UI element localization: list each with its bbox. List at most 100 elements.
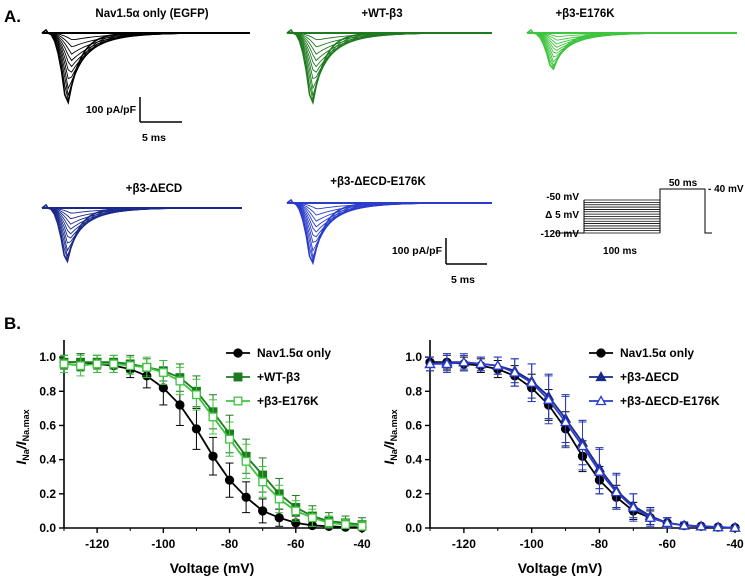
y-tick-label: 0.6 (405, 418, 422, 432)
current-traces-nav15 (41, 28, 251, 105)
chart-left-axes: -120 -100 -80 -60 -40 0.0 0.2 0.4 0.6 0.8 1.0 (39, 340, 371, 551)
data-point (559, 416, 572, 427)
data-point (695, 520, 707, 531)
data-point (475, 358, 487, 369)
data-point (441, 358, 453, 369)
x-tick-label: -60 (659, 537, 677, 551)
scale-bar-1-current-label: 100 pA/pF (86, 104, 137, 116)
data-point (576, 440, 589, 451)
current-trace (41, 29, 250, 73)
chart-right: -120 -100 -80 -60 -40 0.0 0.2 0.4 0.6 0.8 1.0 Nav1… (381, 340, 744, 576)
trace-title-nav15: Nav1.5α only (EGFP) (95, 8, 208, 20)
x-tick-label: -80 (591, 537, 609, 551)
legend-marker (595, 371, 607, 382)
protocol-prepulse-duration: 100 ms (603, 246, 637, 257)
data-point (258, 506, 268, 516)
legend-marker (595, 395, 607, 406)
chart-right-y-axis-label: INa/INa.max (381, 409, 399, 464)
data-point (712, 521, 724, 532)
x-tick-label: -100 (520, 537, 544, 551)
data-point (175, 376, 185, 386)
y-tick-label: 0.2 (405, 487, 422, 501)
chart-right-series (424, 353, 741, 533)
data-point (125, 361, 135, 371)
data-point (258, 477, 268, 487)
data-point (158, 383, 168, 393)
y-tick-label: 0.8 (405, 384, 422, 398)
x-tick-label: -80 (221, 537, 239, 551)
trace-title-decd: +β3-ΔECD (126, 183, 183, 195)
chart-left-legend: Nav1.5α only +WT-β3 +β3-E176K (226, 346, 331, 408)
trace-title-decd-e176k: +β3-ΔECD-E176K (330, 176, 426, 188)
scale-bar-1-time-label: 5 ms (142, 132, 166, 144)
protocol-step-lines (583, 199, 661, 234)
current-traces-e176k (526, 28, 737, 71)
voltage-protocol: -50 mV Δ 5 mV -120 mV 100 ms 50 ms - 40 … (541, 178, 744, 257)
data-point (175, 400, 185, 410)
data-point (542, 393, 555, 404)
chart-left-y-axis-label: INa/INa.max (13, 409, 31, 464)
current-trace (286, 29, 492, 73)
current-trace (41, 29, 250, 68)
data-point (424, 358, 436, 369)
x-tick-label: -40 (353, 537, 371, 551)
chart-right-axes: -120 -100 -80 -60 -40 0.0 0.2 0.4 0.6 0.8 1.0 (405, 340, 744, 551)
data-point (224, 475, 235, 485)
current-trace (526, 29, 737, 67)
panel-a-label: A. (4, 7, 21, 26)
protocol-step-size: Δ 5 mV (545, 210, 579, 221)
current-trace (286, 29, 492, 80)
data-point (274, 494, 284, 504)
y-tick-label: 1.0 (405, 350, 422, 364)
data-point (340, 520, 350, 530)
legend-label: +WT-β3 (257, 370, 300, 384)
data-point (291, 506, 301, 516)
data-point (76, 361, 86, 371)
data-point (644, 511, 656, 522)
data-point (208, 451, 218, 461)
chart-right-x-axis-label: Voltage (mV) (518, 560, 603, 576)
scale-bar-2: 100 pA/pF 5 ms (392, 238, 487, 286)
current-traces-decd (41, 203, 243, 264)
legend-marker (596, 348, 606, 358)
legend-label: +β3-E176K (257, 394, 319, 408)
data-point (492, 359, 504, 370)
protocol-top-voltage: -50 mV (546, 192, 579, 203)
data-point (92, 359, 102, 369)
data-point (357, 521, 367, 531)
current-trace (286, 198, 492, 266)
data-point (729, 521, 741, 532)
data-point (158, 368, 168, 377)
y-tick-label: 0.2 (39, 487, 56, 501)
data-point (241, 492, 251, 502)
data-point (661, 517, 673, 528)
y-tick-label: 0.0 (405, 521, 422, 535)
data-point (509, 366, 521, 377)
legend-label: Nav1.5α only (257, 346, 331, 360)
trace-title-e176k: +β3-E176K (555, 8, 615, 20)
data-point (59, 359, 69, 369)
data-point (142, 362, 152, 372)
current-trace (286, 199, 492, 244)
y-tick-label: 0.8 (39, 384, 56, 398)
legend-marker (233, 396, 243, 406)
protocol-bottom-voltage: -120 mV (541, 229, 580, 240)
current-trace (41, 29, 250, 80)
current-trace (526, 29, 737, 41)
chart-right-legend: Nav1.5α only +β3-ΔECD +β3-ΔECD-E176K (589, 346, 720, 408)
y-tick-label: 0.6 (39, 418, 56, 432)
chart-left: -120 -100 -80 -60 -40 0.0 0.2 0.4 0.6 0.8 1.0 Nav1… (13, 340, 371, 576)
x-tick-label: -120 (452, 537, 476, 551)
trace-title-wt-b3: +WT-β3 (361, 8, 402, 20)
data-point (324, 518, 334, 528)
x-tick-label: -120 (85, 537, 109, 551)
x-tick-label: -60 (287, 537, 305, 551)
protocol-test-pulse (659, 188, 712, 234)
data-point (208, 412, 218, 422)
y-tick-label: 0.4 (39, 453, 56, 467)
legend-label: Nav1.5α only (620, 346, 694, 360)
legend-label: +β3-ΔECD-E176K (620, 394, 720, 408)
data-point (191, 390, 201, 400)
y-tick-label: 1.0 (39, 350, 56, 364)
